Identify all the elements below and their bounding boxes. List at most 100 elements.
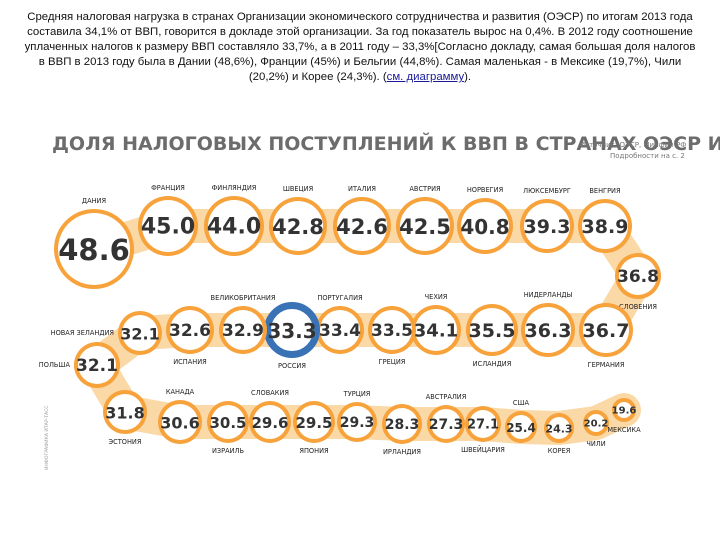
bubble-value: 28.3 <box>385 417 420 433</box>
bubble-inner <box>107 394 143 430</box>
bubble-inner <box>415 309 457 351</box>
country-bubble: 48.6 ДАНИЯ <box>54 197 134 289</box>
bubble-value: 32.1 <box>76 356 118 376</box>
country-label: ДАНИЯ <box>82 197 106 205</box>
country-bubble: 38.9 ВЕНГРИЯ <box>578 187 632 253</box>
bubble-value: 34.1 <box>414 321 458 342</box>
bubble-value: 44.0 <box>207 215 261 240</box>
side-credit: ИНФОГРАФИКА ИТАР-ТАСС <box>44 405 50 470</box>
bubble-inner <box>211 405 245 439</box>
bubble-inner <box>320 310 360 350</box>
article-text: Средняя налоговая нагрузка в странах Орг… <box>24 11 696 83</box>
country-bubble: 32.9 ВЕЛИКОБРИТАНИЯ <box>211 294 276 354</box>
country-label: ФРАНЦИЯ <box>151 184 185 192</box>
country-bubble: 40.8 НОРВЕГИЯ <box>457 186 513 254</box>
bubble-inner <box>372 310 412 350</box>
country-bubble: 39.3 ЛЮКСЕМБУРГ <box>520 187 574 253</box>
bubble-inner <box>341 406 373 438</box>
country-bubble: 29.6 СЛОВАКИЯ <box>249 389 291 443</box>
details-note: Подробности на с. 2 <box>610 152 685 160</box>
bubble-value: 48.6 <box>58 233 130 267</box>
country-bubble: 30.5 ИЗРАИЛЬ <box>207 401 249 455</box>
country-label: ИТАЛИЯ <box>348 185 376 193</box>
country-label: КАНАДА <box>166 388 195 396</box>
bubble-inner <box>469 410 497 438</box>
country-label: МЕКСИКА <box>607 426 641 434</box>
article-paragraph: Средняя налоговая нагрузка в странах Орг… <box>22 10 698 85</box>
country-bubble: 32.1 НОВАЯ ЗЕЛАНДИЯ <box>51 311 162 355</box>
country-label: СЛОВАКИЯ <box>251 389 289 397</box>
bubble-value: 30.6 <box>160 414 199 433</box>
country-bubble: 25.4 США <box>505 399 537 443</box>
diagram-link[interactable]: см. диаграмму <box>386 71 465 83</box>
country-bubble: 33.3 РОССИЯ <box>264 302 320 370</box>
bubble-value: 36.8 <box>617 267 659 287</box>
country-label: АВСТРИЯ <box>409 185 440 193</box>
country-bubble: 35.5 ИСЛАНДИЯ <box>466 304 518 368</box>
bubble-inner <box>509 415 533 439</box>
country-label: ЭСТОНИЯ <box>109 438 142 446</box>
bubble-inner <box>208 200 260 252</box>
country-bubble: 42.5 АВСТРИЯ <box>396 185 454 255</box>
bubble-value: 24.3 <box>545 423 572 436</box>
bubble-inner <box>253 405 287 439</box>
infographic-title: ДОЛЯ НАЛОГОВЫХ ПОСТУПЛЕНИЙ К ВВП В СТРАН… <box>52 132 720 155</box>
bubble-value: 42.5 <box>399 215 451 239</box>
country-bubble: 29.3 ТУРЦИЯ <box>337 390 377 442</box>
bubble-inner <box>587 414 605 432</box>
country-bubble: 19.6 МЕКСИКА <box>607 398 641 434</box>
country-label: ЯПОНИЯ <box>299 447 328 455</box>
bubble-value: 40.8 <box>460 215 509 239</box>
country-bubble: 33.4 ПОРТУГАЛИЯ <box>316 294 364 354</box>
bubble-inner <box>58 213 130 285</box>
country-bubble: 34.1 ЧЕХИЯ <box>411 293 461 355</box>
country-label: НОРВЕГИЯ <box>467 186 503 194</box>
country-bubble: 20.2 ЧИЛИ <box>583 410 609 448</box>
bubble-value: 29.6 <box>251 414 288 432</box>
country-bubble: 36.3 НИДЕРЛАНДЫ <box>521 291 575 357</box>
bubble-inner <box>297 405 331 439</box>
country-label: ГРЕЦИЯ <box>379 358 406 366</box>
bubble-inner <box>548 417 570 439</box>
country-label: ЧИЛИ <box>586 440 605 448</box>
bubble-inner <box>386 408 418 440</box>
article-text-end: ). <box>464 71 472 83</box>
country-bubble: 42.8 ШВЕЦИЯ <box>269 185 327 255</box>
bubble-inner <box>619 257 657 295</box>
bubble-value: 42.8 <box>272 215 324 239</box>
country-label: ТУРЦИЯ <box>343 390 371 398</box>
country-bubble: 42.6 ИТАЛИЯ <box>333 185 391 255</box>
country-label: ВЕЛИКОБРИТАНИЯ <box>211 294 276 302</box>
country-label: ПОРТУГАЛИЯ <box>317 294 362 302</box>
bubble-inner <box>400 201 450 251</box>
country-bubble: 27.3 АВСТРАЛИЯ <box>426 393 466 443</box>
country-label: НИДЕРЛАНДЫ <box>524 291 573 299</box>
bubble-value: 32.9 <box>222 321 264 341</box>
country-label: ИРЛАНДИЯ <box>383 448 421 456</box>
bubble-inner <box>142 200 194 252</box>
country-bubble: 31.8 ЭСТОНИЯ <box>103 390 147 446</box>
country-bubble: 27.1 ШВЕЙЦАРИЯ <box>461 406 505 454</box>
bubble-value: 30.5 <box>209 414 246 432</box>
country-bubble: 36.7 ГЕРМАНИЯ <box>579 303 633 369</box>
bubble-value: 25.4 <box>506 421 536 435</box>
country-bubble: 30.6 КАНАДА <box>158 388 202 444</box>
country-bubbles: 48.6 ДАНИЯ 45.0 ФРАНЦИЯ 44.0 ФИНЛЯНДИЯ 42.8 ШВЕ… <box>39 184 661 456</box>
bubble-circle <box>264 302 320 358</box>
country-bubble: 45.0 ФРАНЦИЯ <box>138 184 198 256</box>
bubble-inner <box>470 308 514 352</box>
bubble-value: 32.1 <box>120 325 159 344</box>
bubble-inner <box>461 202 509 250</box>
bubble-value: 20.2 <box>584 419 609 430</box>
country-label: ПОЛЬША <box>39 361 71 369</box>
country-label: ИЗРАИЛЬ <box>212 447 245 455</box>
country-bubble: 33.5 ГРЕЦИЯ <box>368 306 416 366</box>
country-label: США <box>513 399 530 407</box>
country-label: СЛОВЕНИЯ <box>619 303 657 311</box>
country-bubble: 32.1 ПОЛЬША <box>39 342 120 388</box>
country-label: ШВЕЙЦАРИЯ <box>461 445 505 454</box>
bubble-inner <box>582 203 628 249</box>
bubble-inner <box>525 307 571 353</box>
country-label: ШВЕЦИЯ <box>283 185 313 193</box>
bubble-value: 33.3 <box>267 319 316 343</box>
